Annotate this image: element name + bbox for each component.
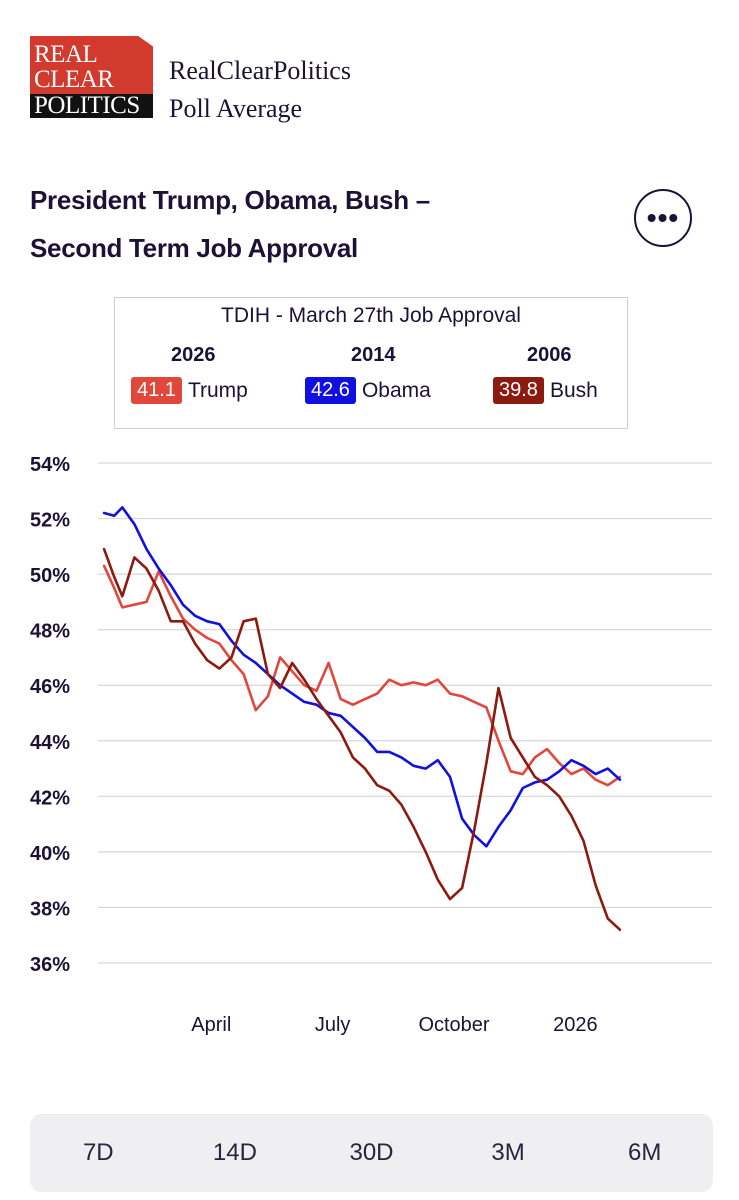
more-options-button[interactable]: ••• (634, 189, 692, 247)
y-tick-label: 52% (30, 510, 70, 532)
logo-line-1: REAL (34, 41, 98, 68)
x-tick-label: July (315, 1014, 351, 1036)
y-tick-label: 40% (30, 843, 70, 865)
logo-black-block (30, 94, 153, 118)
y-tick-label: 48% (30, 621, 70, 643)
y-tick-label: 44% (30, 732, 70, 754)
legend-entry-trump[interactable]: 2026 41.1 Trump (131, 344, 301, 404)
legend-value-chip: 39.8 (493, 377, 544, 404)
y-tick-label: 38% (30, 898, 70, 920)
range-tabs: 7D 14D 30D 3M 6M (30, 1114, 713, 1192)
legend-entry-bush[interactable]: 2006 39.8 Bush (493, 344, 663, 404)
tab-3m[interactable]: 3M (491, 1139, 525, 1166)
chart-title-line-1: President Trump, Obama, Bush – (30, 185, 430, 215)
brand-text: RealClearPolitics Poll Average (169, 52, 351, 128)
legend-title: TDIH - March 27th Job Approval (221, 304, 521, 327)
series-line-bush (102, 547, 622, 932)
chart-title: President Trump, Obama, Bush – Second Te… (30, 176, 570, 272)
series-line-obama (102, 506, 622, 848)
tab-6m[interactable]: 6M (628, 1139, 662, 1166)
tab-7d[interactable]: 7D (82, 1139, 114, 1166)
x-tick-label: October (418, 1014, 489, 1036)
y-tick-label: 42% (30, 787, 70, 809)
y-tick-label: 36% (30, 954, 70, 976)
legend-year: 2006 (527, 344, 572, 366)
logo-line-3: POLITICS (34, 92, 140, 119)
y-tick-label: 46% (30, 676, 70, 698)
legend-year: 2014 (351, 344, 396, 366)
logo-line-2: CLEAR (34, 66, 114, 93)
tab-30d[interactable]: 30D (349, 1139, 394, 1166)
x-tick-label: April (191, 1014, 231, 1036)
legend-value-chip: 42.6 (305, 377, 356, 404)
legend-value-chip: 41.1 (131, 377, 182, 404)
ellipsis-icon: ••• (646, 202, 680, 233)
legend-entry-obama[interactable]: 2014 42.6 Obama (305, 344, 475, 404)
brand-name: RealClearPolitics (169, 56, 351, 85)
legend-year: 2026 (171, 344, 216, 366)
y-tick-label: 54% (30, 454, 70, 476)
tab-14d[interactable]: 14D (212, 1139, 257, 1166)
legend-box: TDIH - March 27th Job Approval 2026 41.1… (114, 297, 628, 429)
brand-header: REAL CLEAR POLITICS RealClearPolitics Po… (30, 36, 351, 128)
y-tick-label: 50% (30, 565, 70, 587)
legend-name: Trump (187, 378, 248, 402)
series-line-trump (102, 564, 622, 787)
rcp-logo[interactable]: REAL CLEAR POLITICS (30, 36, 153, 118)
brand-subtitle: Poll Average (169, 94, 303, 123)
legend-name: Bush (549, 378, 598, 402)
legend-name: Obama (361, 378, 431, 402)
logo-red-block (30, 36, 153, 94)
approval-line-chart[interactable]: 54% 52% 50% 48% 46% 44% 42% 40% 38% 36% April July O… (0, 440, 739, 1060)
x-tick-label: 2026 (553, 1014, 598, 1036)
chart-title-line-2: Second Term Job Approval (30, 233, 358, 263)
